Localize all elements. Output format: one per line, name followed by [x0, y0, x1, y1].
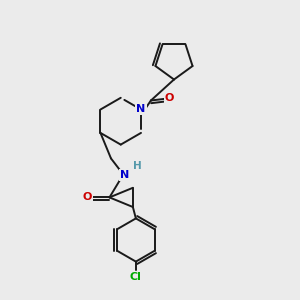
- Text: Cl: Cl: [130, 272, 142, 282]
- Text: N: N: [136, 104, 146, 115]
- Text: O: O: [165, 93, 174, 103]
- Text: N: N: [120, 170, 129, 180]
- Text: H: H: [133, 161, 141, 172]
- Text: O: O: [82, 192, 92, 202]
